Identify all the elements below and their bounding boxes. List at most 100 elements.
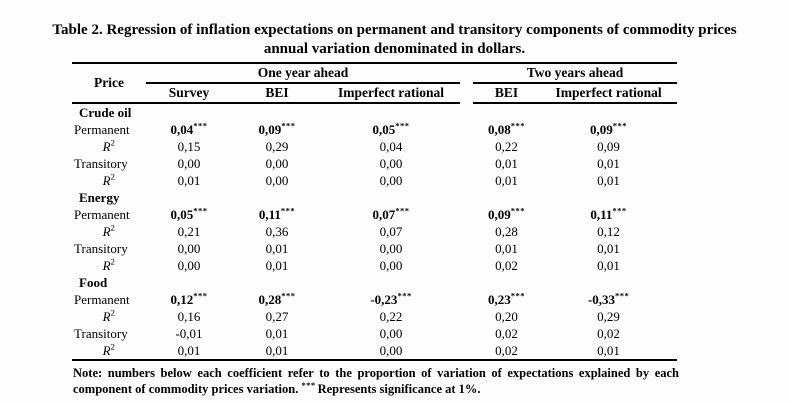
value-cell: -0,33*** xyxy=(587,291,630,307)
row-label: R2 xyxy=(102,138,116,154)
value-cell: 0,00 xyxy=(265,156,289,171)
price-column-header: Price xyxy=(72,62,146,104)
value-cell: 0,01 xyxy=(540,342,678,361)
value-cell: 0,01 xyxy=(495,241,518,256)
value-cell: 0,05*** xyxy=(170,206,208,222)
value-cell: 0,09*** xyxy=(590,121,628,137)
row-label: Crude oil xyxy=(79,105,132,120)
value-cell: 0,22 xyxy=(495,139,518,154)
value-cell xyxy=(540,103,677,121)
transitory-r2-row: R2 0,01 0,01 0,00 0,02 0,01 xyxy=(72,342,678,361)
row-label: R2 xyxy=(102,308,116,324)
permanent-r2-row: R2 0,16 0,27 0,22 0,20 0,29 xyxy=(72,308,677,325)
value-cell: 0,00 xyxy=(379,156,403,171)
value-cell: 0,02 xyxy=(473,342,541,361)
value-cell: 0,20 xyxy=(495,309,518,324)
value-cell: 0,29 xyxy=(597,309,620,324)
value-cell: 0,36 xyxy=(265,224,289,239)
value-cell: 0,01 xyxy=(265,258,289,273)
value-cell: 0,11*** xyxy=(590,206,627,222)
value-cell: 0,02 xyxy=(495,326,518,341)
value-cell: 0,11*** xyxy=(258,206,296,222)
value-cell: 0,09*** xyxy=(488,206,526,222)
value-cell: 0,01 xyxy=(146,342,232,361)
value-cell: 0,27 xyxy=(265,309,289,324)
note-tail: Represents significance at 1%. xyxy=(317,382,481,396)
value-cell: 0,00 xyxy=(265,173,289,188)
gap-cell xyxy=(460,103,473,121)
value-cell xyxy=(322,103,460,121)
column-gap xyxy=(460,62,474,83)
row-label: Permanent xyxy=(74,292,130,307)
gap-cell xyxy=(460,172,473,189)
permanent-coefficient-row: Permanent 0,04*** 0,09*** 0,05*** 0,08*** 0,0… xyxy=(72,121,677,138)
value-cell: 0,04 xyxy=(379,139,403,154)
gap-cell xyxy=(460,155,473,172)
value-cell xyxy=(322,274,460,291)
value-cell: 0,22 xyxy=(379,309,403,324)
value-cell: 0,09*** xyxy=(258,121,296,137)
column-header-imperfect-rational-1y: Imperfect rational xyxy=(322,83,461,104)
row-label: Food xyxy=(79,275,108,290)
regression-table: Price One year ahead Two years ahead Sur… xyxy=(72,62,678,361)
permanent-coefficient-row: Permanent 0,12*** 0,28*** -0,23*** 0,23*** -0… xyxy=(72,291,677,308)
value-cell: 0,28 xyxy=(495,224,518,239)
gap-cell xyxy=(460,240,473,257)
value-cell: 0,04*** xyxy=(170,121,208,137)
value-cell: 0,23*** xyxy=(488,291,526,307)
value-cell xyxy=(146,103,232,121)
transitory-r2-row: R2 0,01 0,00 0,00 0,01 0,01 xyxy=(72,172,677,189)
gap-cell xyxy=(460,206,473,223)
value-cell: 0,21 xyxy=(177,224,201,239)
value-cell xyxy=(473,103,540,121)
value-cell: 0,01 xyxy=(495,173,518,188)
column-header-imperfect-rational-2y: Imperfect rational xyxy=(540,83,678,104)
table-title-line1: Table 2. Regression of inflation expecta… xyxy=(52,22,737,38)
table-title: Table 2. Regression of inflation expecta… xyxy=(15,21,775,59)
value-cell: 0,01 xyxy=(232,342,322,361)
table-note: Note: numbers below each coefficient ref… xyxy=(73,365,679,397)
note-significance-stars: *** xyxy=(301,379,316,390)
section-row: Energy xyxy=(72,189,677,206)
value-cell: 0,01 xyxy=(495,156,518,171)
value-cell: 0,01 xyxy=(597,241,620,256)
value-cell: 0,00 xyxy=(177,156,201,171)
value-cell xyxy=(322,189,460,206)
row-label: Permanent xyxy=(74,122,130,137)
value-cell xyxy=(232,189,322,206)
transitory-coefficient-row: Transitory -0,01 0,01 0,00 0,02 0,02 xyxy=(72,325,677,342)
value-cell: 0,01 xyxy=(265,241,289,256)
value-cell: 0,29 xyxy=(265,139,289,154)
value-cell: 0,00 xyxy=(322,342,461,361)
transitory-coefficient-row: Transitory 0,00 0,00 0,00 0,01 0,01 xyxy=(72,155,677,172)
value-cell: 0,08*** xyxy=(488,121,526,137)
row-label: R2 xyxy=(102,257,116,273)
row-label: R2 xyxy=(102,172,116,188)
gap-cell xyxy=(460,189,473,206)
row-label: Permanent xyxy=(74,207,130,222)
value-cell: 0,01 xyxy=(177,173,201,188)
gap-cell xyxy=(460,342,474,361)
value-cell: 0,01 xyxy=(597,258,620,273)
value-cell: 0,09 xyxy=(597,139,620,154)
group-header-row: Price One year ahead Two years ahead xyxy=(72,62,678,104)
value-cell xyxy=(146,189,232,206)
row-label: Transitory xyxy=(74,156,128,171)
column-header-bei-2y: BEI xyxy=(473,83,541,104)
gap-cell xyxy=(460,308,473,325)
value-cell: 0,05*** xyxy=(372,121,410,137)
value-cell xyxy=(473,189,540,206)
row-label: R2 xyxy=(72,342,146,361)
value-cell: 0,01 xyxy=(597,156,620,171)
row-label: R2 xyxy=(102,223,116,239)
value-cell xyxy=(232,103,322,121)
gap-cell xyxy=(460,274,473,291)
row-label: Transitory xyxy=(74,326,128,341)
group-header-two-years-ahead: Two years ahead xyxy=(473,62,678,84)
value-cell xyxy=(473,274,540,291)
gap-cell xyxy=(460,121,473,138)
value-cell: 0,01 xyxy=(597,173,620,188)
value-cell: 0,02 xyxy=(597,326,620,341)
value-cell: 0,28*** xyxy=(258,291,296,307)
value-cell: 0,12*** xyxy=(170,291,208,307)
